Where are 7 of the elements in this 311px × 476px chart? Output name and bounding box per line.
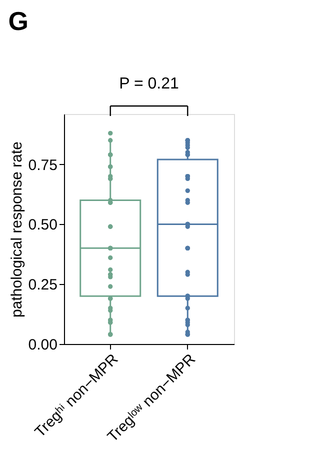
y-tick-label: 0.75: [28, 156, 58, 174]
text: P = 0.21: [119, 75, 179, 92]
chart-title: G: [8, 6, 29, 36]
y-tick-label: 0.25: [28, 276, 58, 294]
y-axis-title: pathological response rate: [8, 142, 26, 318]
y-tick-label: 0.50: [28, 216, 58, 234]
y-tick-label: 0.00: [28, 336, 58, 354]
